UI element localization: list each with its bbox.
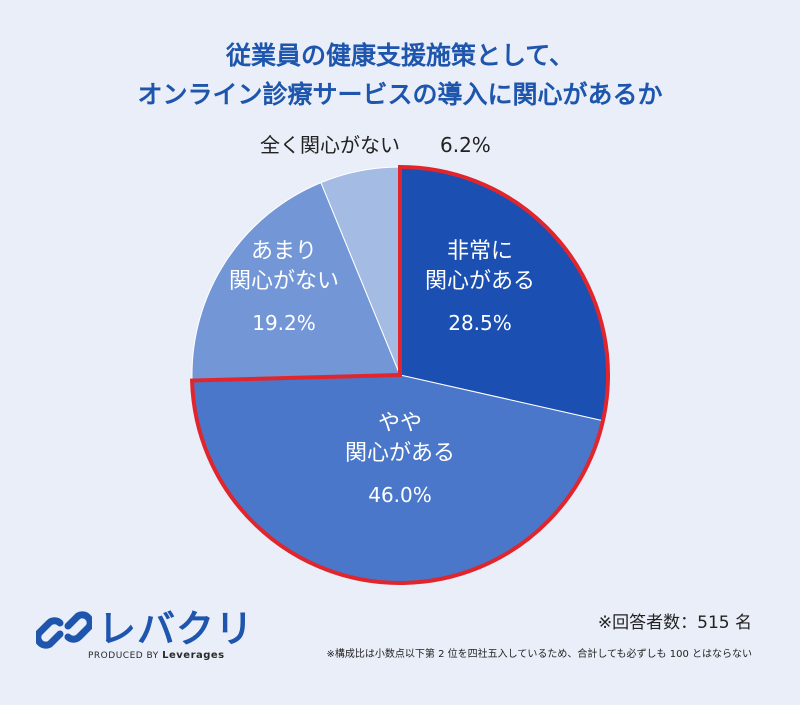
highlight-outline xyxy=(190,164,610,585)
slice-label: やや xyxy=(378,411,422,436)
slice-label: 関心がない xyxy=(229,269,339,294)
slice-label: あまり xyxy=(251,239,317,264)
chain-link-icon xyxy=(36,611,92,649)
brand-tagline: PRODUCED BY Leverages xyxy=(88,650,225,661)
slice-value-label: 28.5% xyxy=(448,311,512,335)
slice-value-label: 19.2% xyxy=(252,311,316,335)
respondent-count: ※回答者数：515 名 xyxy=(597,613,752,633)
footnote: ※構成比は小数点以下第 2 位を四社五入しているため、合計しても必ずしも 100… xyxy=(326,649,752,660)
slice-label: 関心がある xyxy=(345,441,455,466)
produced-by-label: PRODUCED BY xyxy=(88,651,159,661)
slice-label: 非常に xyxy=(447,239,513,264)
slice-label: 全く関心がない xyxy=(260,133,400,157)
pie-slice xyxy=(191,181,401,382)
slice-value-label: 46.0% xyxy=(368,483,432,507)
chart-title-line-2: オンライン診療サービスの導入に関心があるか xyxy=(137,80,663,109)
slice-value-label: 6.2% xyxy=(440,133,491,157)
brand-logo: レバクリ PRODUCED BY Leverages xyxy=(36,598,256,668)
chart-title-line-1: 従業員の健康支援施策として、 xyxy=(225,41,574,70)
company-name: Leverages xyxy=(162,650,225,661)
slice-label: 関心がある xyxy=(425,269,535,294)
brand-name: レバクリ xyxy=(98,607,255,651)
